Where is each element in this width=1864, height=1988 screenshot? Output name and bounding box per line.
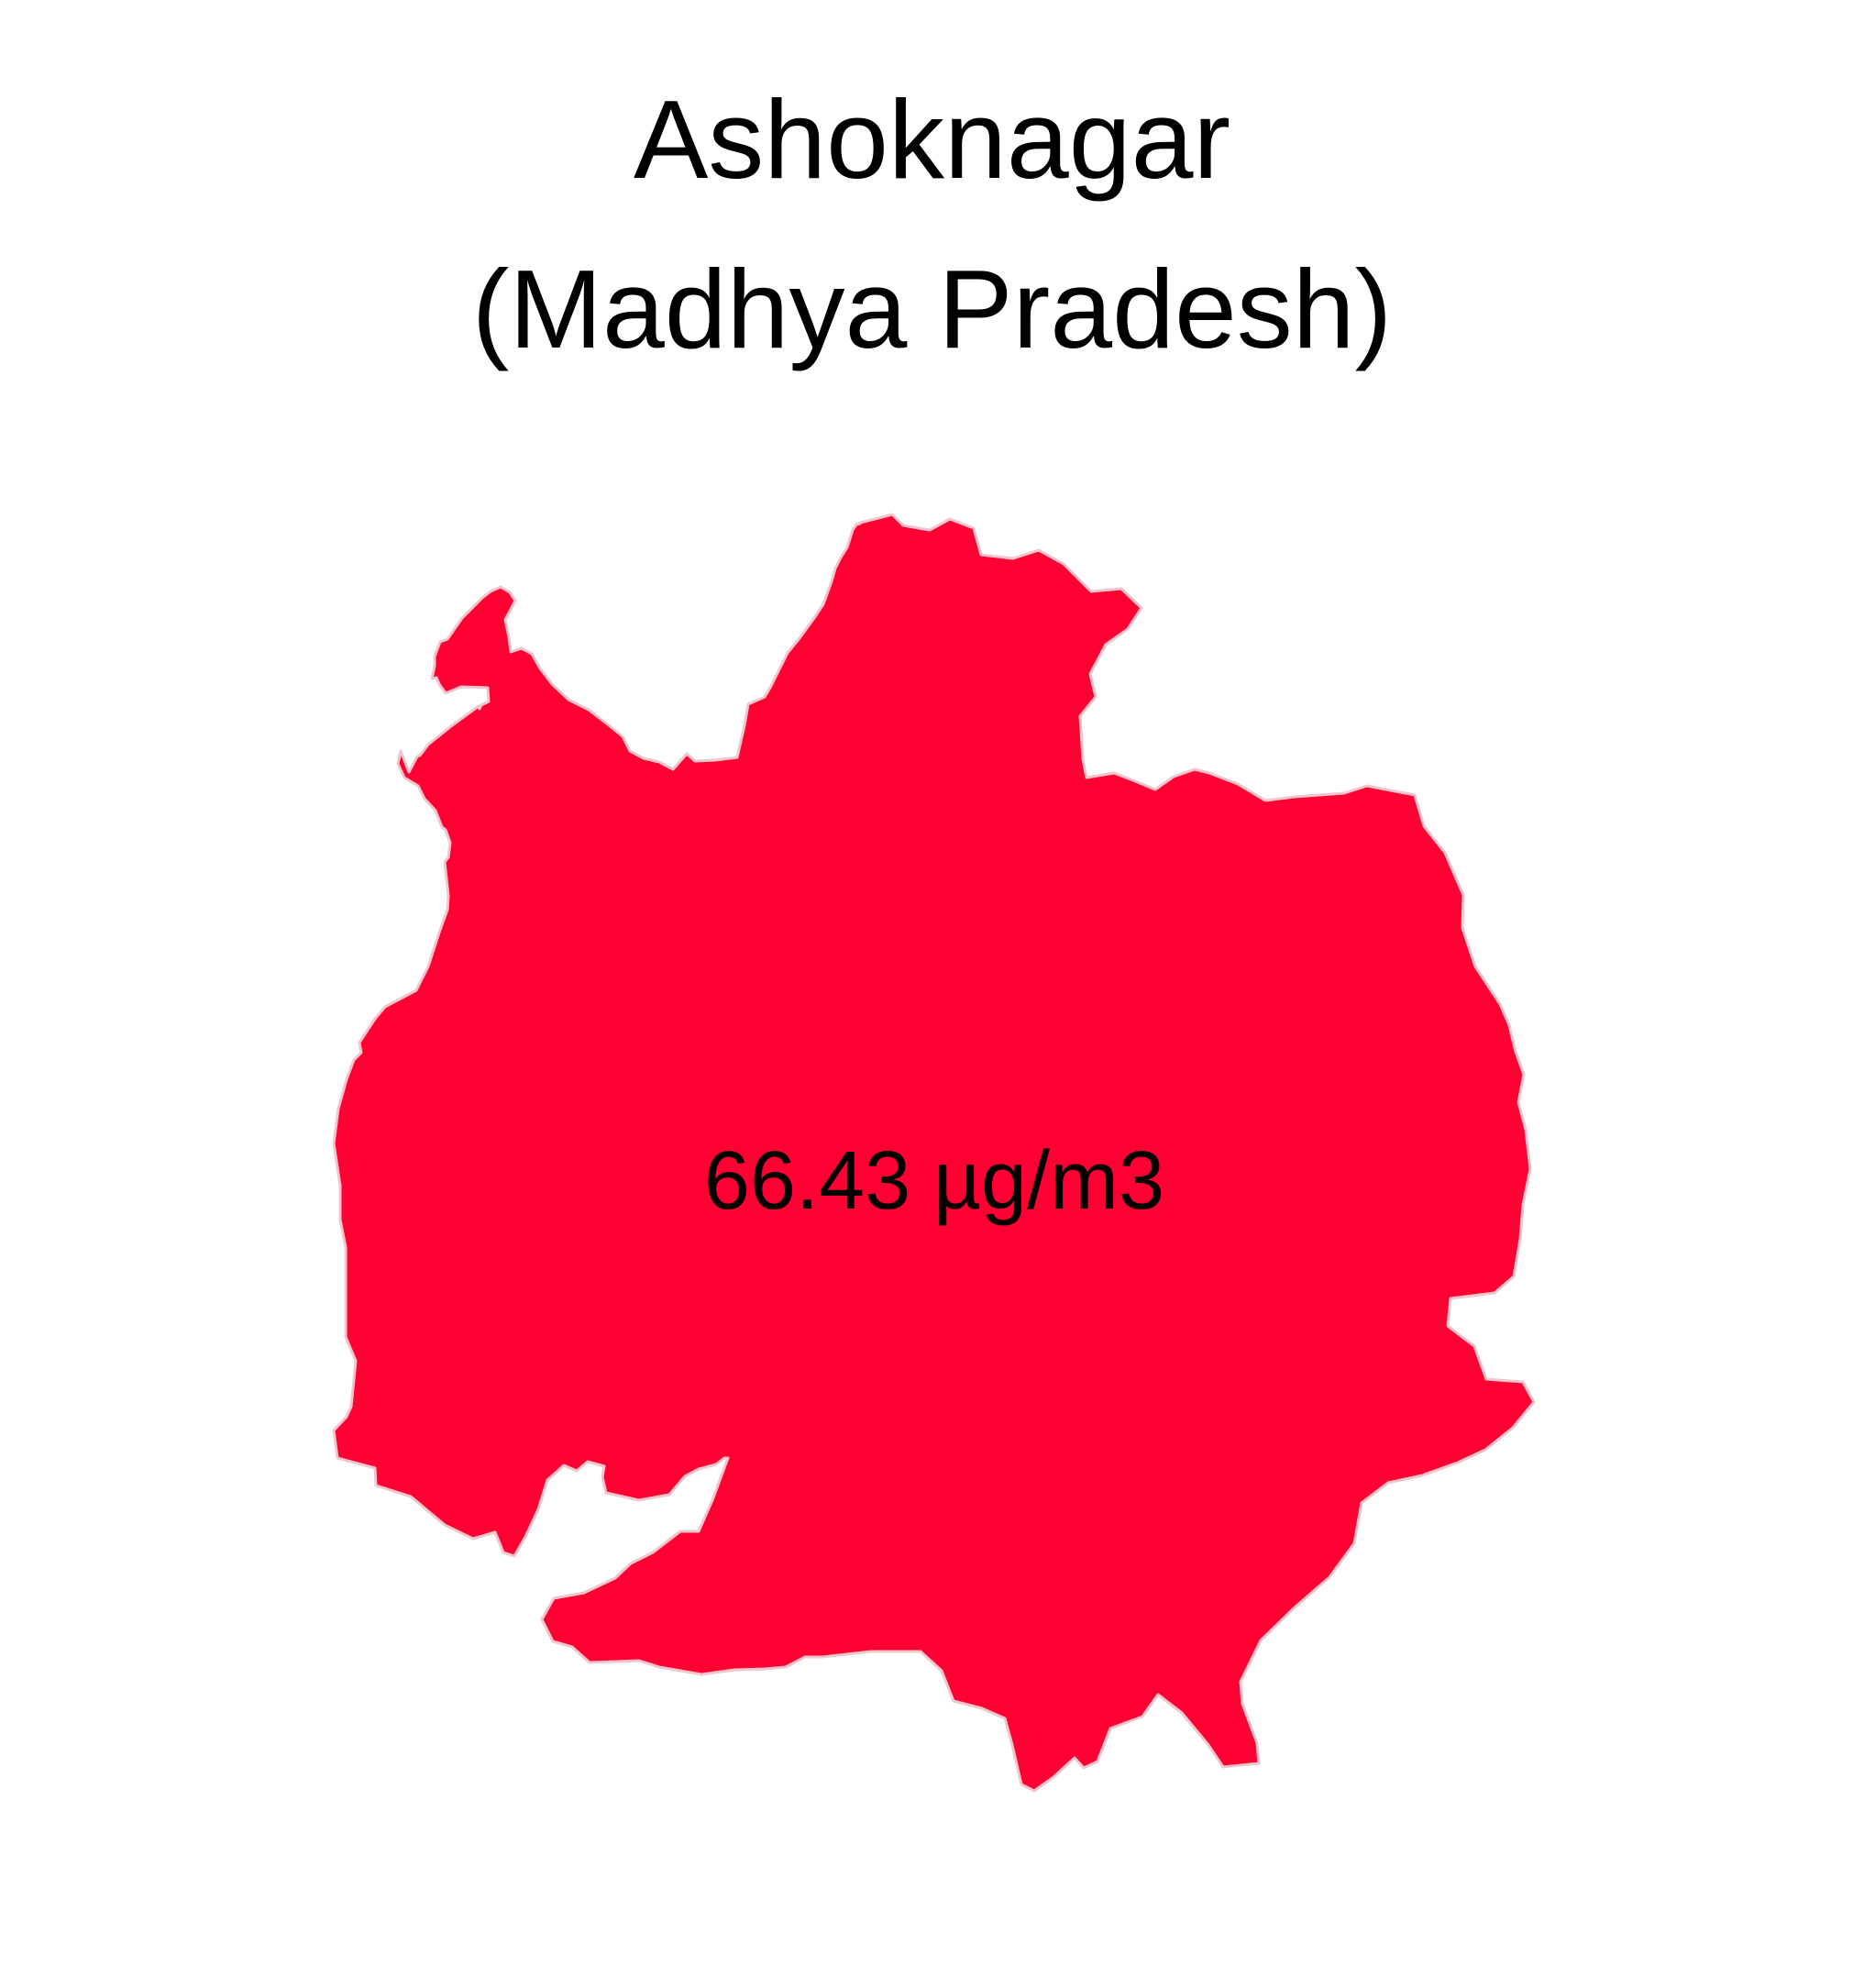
district-shape-ashoknagar bbox=[332, 513, 1536, 1793]
map-title-block: Ashoknagar (Madhya Pradesh) bbox=[0, 55, 1864, 394]
map-subtitle: (Madhya Pradesh) bbox=[471, 247, 1393, 371]
district-value-label: 66.43 µg/m3 bbox=[704, 1135, 1164, 1227]
map-title: Ashoknagar bbox=[633, 77, 1231, 202]
